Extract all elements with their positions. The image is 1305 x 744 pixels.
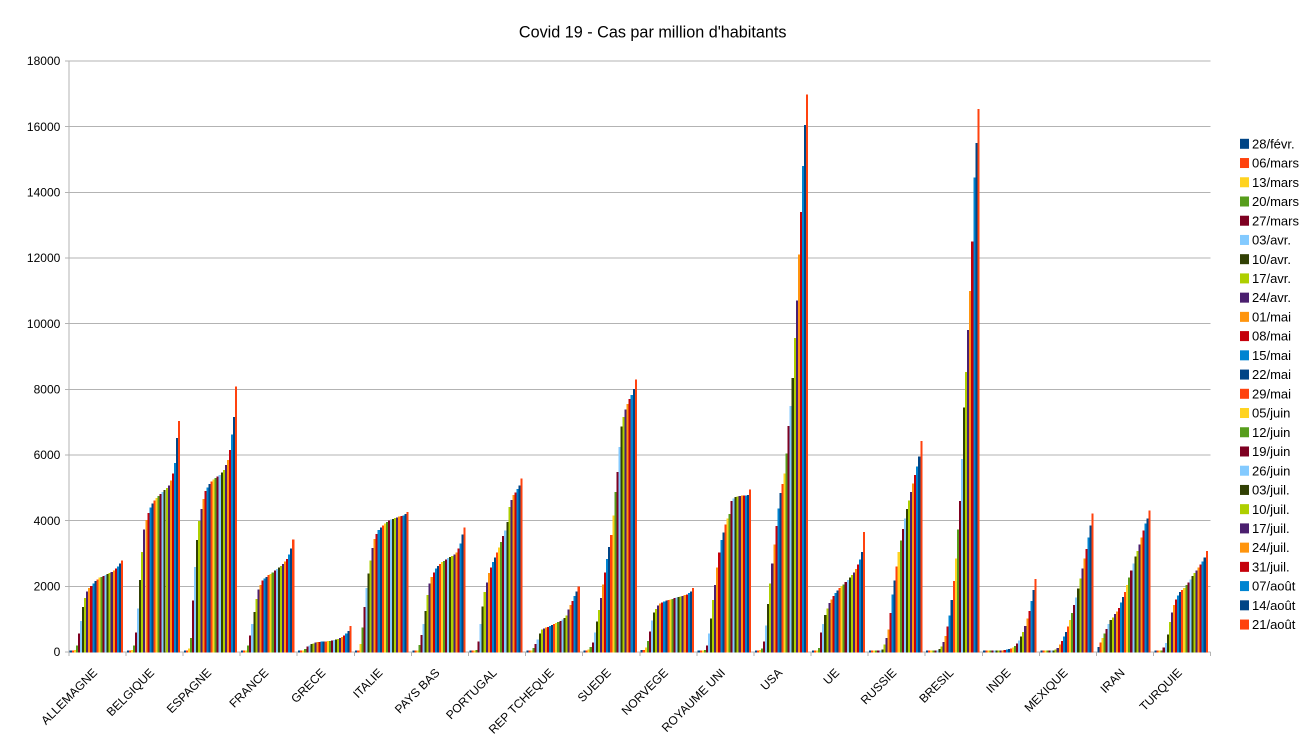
svg-text:28/févr.: 28/févr. [1252,136,1295,151]
svg-text:03/juil.: 03/juil. [1252,483,1290,498]
svg-text:24/avr.: 24/avr. [1252,290,1291,305]
svg-text:12/juin: 12/juin [1252,425,1290,440]
svg-text:10/avr.: 10/avr. [1252,252,1291,267]
svg-text:06/mars: 06/mars [1252,156,1299,171]
svg-text:29/mai: 29/mai [1252,386,1291,401]
svg-text:16000: 16000 [27,120,61,134]
svg-text:2000: 2000 [34,580,61,594]
svg-text:15/mai: 15/mai [1252,348,1291,363]
svg-text:14/août: 14/août [1252,598,1296,613]
svg-text:21/août: 21/août [1252,617,1296,632]
svg-text:20/mars: 20/mars [1252,194,1299,209]
svg-text:18000: 18000 [27,54,61,68]
svg-text:6000: 6000 [34,448,61,462]
svg-text:0: 0 [54,645,61,659]
svg-text:03/avr.: 03/avr. [1252,233,1291,248]
svg-text:05/juin: 05/juin [1252,406,1290,421]
svg-text:01/mai: 01/mai [1252,309,1291,324]
svg-text:8000: 8000 [34,383,61,397]
svg-text:10/juil.: 10/juil. [1252,502,1290,517]
svg-text:08/mai: 08/mai [1252,329,1291,344]
svg-text:10000: 10000 [27,317,61,331]
svg-text:07/août: 07/août [1252,579,1296,594]
svg-text:13/mars: 13/mars [1252,175,1299,190]
svg-text:14000: 14000 [27,186,61,200]
svg-text:17/juil.: 17/juil. [1252,521,1290,536]
svg-text:4000: 4000 [34,514,61,528]
svg-text:Covid 19 - Cas par million d': Covid 19 - Cas par million d'habitants [519,23,787,41]
svg-text:19/juin: 19/juin [1252,444,1290,459]
svg-text:12000: 12000 [27,251,61,265]
svg-text:22/mai: 22/mai [1252,367,1291,382]
svg-text:24/juil.: 24/juil. [1252,540,1290,555]
svg-text:17/avr.: 17/avr. [1252,271,1291,286]
svg-text:27/mars: 27/mars [1252,213,1299,228]
svg-text:31/juil.: 31/juil. [1252,559,1290,574]
svg-text:26/juin: 26/juin [1252,463,1290,478]
